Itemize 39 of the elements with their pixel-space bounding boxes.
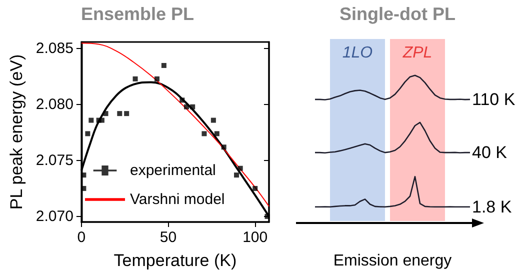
text: ZPL [402, 44, 432, 62]
series-label: 1.8 K [472, 197, 512, 216]
y-axis-title: PL peak energy (eV) [7, 54, 26, 210]
point [221, 144, 226, 150]
point [214, 131, 220, 136]
y-tick-label: 2.075 [36, 152, 74, 170]
point [180, 98, 185, 103]
point [190, 104, 196, 110]
point [117, 111, 122, 116]
point [234, 172, 240, 178]
x-axis-title: Emission energy [333, 252, 452, 270]
point [103, 111, 108, 116]
point [124, 111, 130, 116]
y-tick-label: 2.080 [36, 96, 74, 114]
point [88, 118, 94, 123]
point [161, 62, 166, 68]
legend-label: Varshni model [130, 191, 225, 208]
point [154, 76, 160, 82]
point [85, 131, 90, 136]
y-tick-label: 2.070 [36, 208, 74, 225]
point [210, 118, 216, 123]
legend-label: experimental [130, 162, 216, 179]
x-tick-label: 0 [77, 229, 86, 246]
chart-title: Ensemble PL [80, 4, 194, 24]
series-label: 110 K [472, 90, 516, 109]
series-label: 40 K [472, 143, 508, 162]
x-tick-label: 100 [242, 229, 268, 246]
chart-title: Single-dot PL [340, 4, 456, 24]
text: 1LO [342, 44, 373, 62]
point [238, 166, 243, 171]
point [252, 186, 258, 191]
point [99, 118, 104, 123]
line-series [80, 42, 270, 207]
y-tick-label: 2.085 [36, 40, 74, 58]
point [184, 104, 190, 110]
x-tick-label: 50 [160, 229, 177, 246]
x-axis-title: Temperature (K) [114, 251, 237, 270]
point [132, 76, 138, 82]
point [202, 131, 207, 136]
